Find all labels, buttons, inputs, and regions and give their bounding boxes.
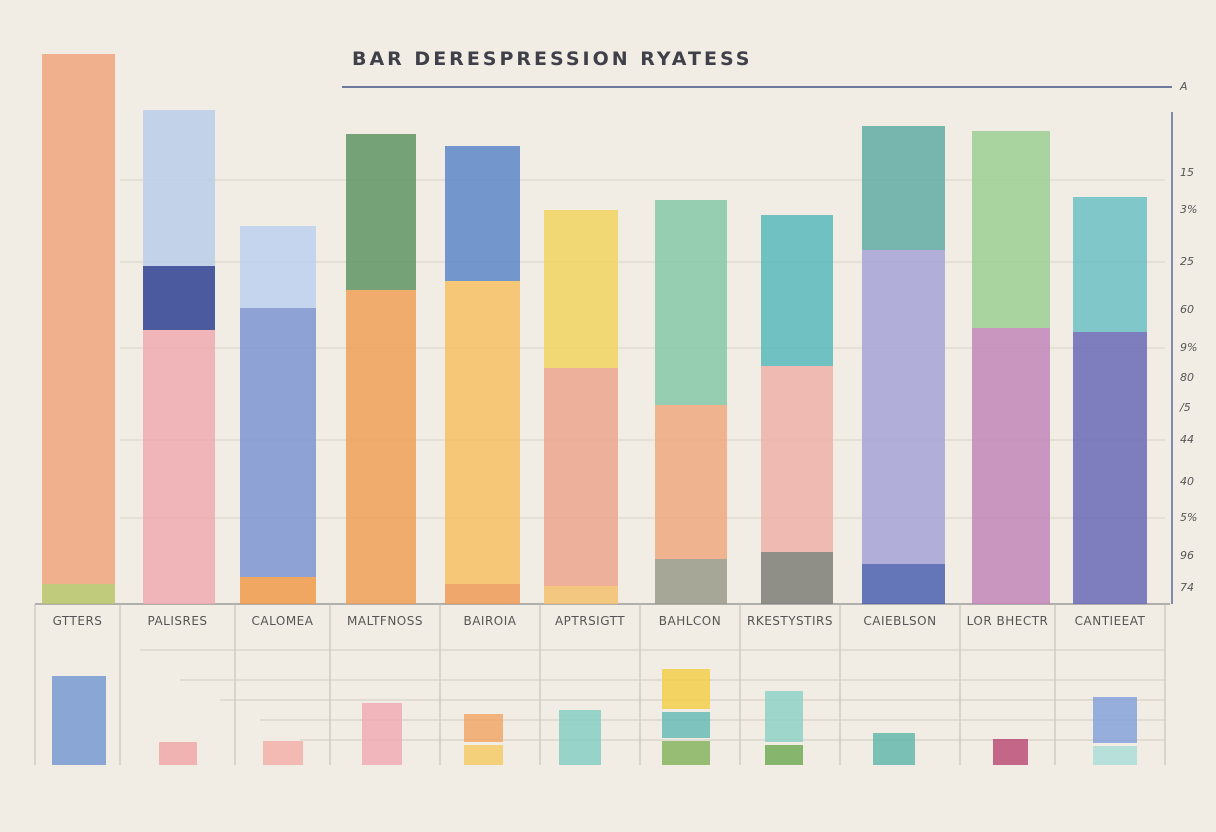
bar-segment [445,146,520,282]
bar-4 [346,133,416,604]
mini-bar-segment [464,714,503,742]
mini-bar-segment [993,738,1028,765]
bar-5 [445,146,520,604]
mini-bar-segment [765,691,803,742]
mini-bar-8 [765,691,803,765]
mini-bar-segment [52,676,106,765]
bar-segment [972,131,1050,328]
mini-bar-2 [159,742,197,765]
y-tick-label: 40 [1180,475,1194,488]
bar-segment [761,551,833,604]
bar-7 [655,199,727,604]
bar-segment [972,327,1050,604]
y-tick-label: /5 [1180,401,1191,414]
bar-3 [240,226,316,604]
mini-bar-segment [662,711,710,738]
bar-segment [862,249,945,564]
x-tick-label: RKESTYSTIRS [746,614,833,628]
y-tick-label: 25 [1180,255,1194,268]
x-tick-label: LOR BHECTR [966,614,1049,628]
bar-segment [544,585,618,604]
y-tick-label: 5% [1180,511,1198,524]
mini-bar-4 [362,702,402,765]
mini-bar-6 [559,709,601,765]
bar-segment [143,330,215,604]
mini-bar-10 [993,738,1028,765]
y-tick-label: 96 [1180,549,1194,562]
bar-segment [862,126,945,250]
bar-segment [655,199,727,405]
bar-2 [143,110,215,604]
mini-bar-7 [662,669,710,765]
y-tick-label: 74 [1180,581,1194,594]
mini-bar-11 [1093,697,1137,765]
mini-bar-segment [263,741,303,765]
bar-segment [346,289,416,604]
bar-segment [42,54,115,585]
bar-segment [143,266,215,331]
bar-segment [544,210,618,369]
x-tick-label: BAIROIA [463,614,517,628]
mini-bar-segment [559,709,601,765]
bar-segment [346,133,416,290]
bar-segment [445,584,520,604]
bar-segment [42,584,115,604]
y-tick-label: 3% [1180,203,1198,216]
chart-title: BAR DERESPRESSION RYATESS [352,48,753,70]
bar-10 [972,131,1050,604]
bar-segment [544,368,618,586]
mini-bar-segment [362,702,402,765]
x-tick-label: CANTIEEAT [1074,614,1146,628]
bar-segment [1073,331,1147,604]
title-underline [342,86,1172,88]
mini-bar-segment [159,742,197,765]
bar-segment [761,365,833,552]
bar-8 [761,214,833,604]
mini-bar-segment [464,744,503,765]
x-tick-label: PALISRES [147,614,208,628]
bar-1 [42,54,115,604]
y-tick-label: A [1180,80,1188,93]
mini-bar-segment [662,741,710,765]
bar-segment [445,281,520,585]
bar-segment [761,214,833,366]
x-tick-label: CAIEBLSON [863,614,937,628]
mini-bar-segment [765,744,803,765]
y-tick-label: 9% [1180,341,1198,354]
mini-bar-segment [873,732,915,765]
bar-segment [143,110,215,267]
mini-bar-9 [873,732,915,765]
y-tick-label: 80 [1180,371,1194,384]
x-tick-label: CALOMEA [251,614,314,628]
bar-segment [862,563,945,604]
bar-11 [1073,197,1147,604]
x-tick-label: MALTFNOSS [347,614,423,628]
mini-bar-segment [1093,745,1137,765]
bar-segment [655,558,727,604]
mini-bar-segment [662,669,710,709]
mini-bar-1 [52,676,106,765]
x-tick-label: BAHLCON [658,614,722,628]
mini-bar-5 [464,714,503,765]
y-tick-label: 60 [1180,303,1194,316]
y-tick-label: 15 [1180,166,1194,179]
mini-bar-3 [263,741,303,765]
bar-9 [862,126,945,604]
bar-6 [544,210,618,604]
bar-segment [240,577,316,604]
bar-segment [240,226,316,309]
y-tick-label: 44 [1180,433,1194,446]
x-tick-label: APTRSIGTT [554,614,626,628]
bar-segment [1073,197,1147,332]
bar-segment [655,404,727,559]
bar-segment [240,308,316,578]
mini-bar-segment [1093,697,1137,743]
x-tick-label: GTTERS [52,614,103,628]
